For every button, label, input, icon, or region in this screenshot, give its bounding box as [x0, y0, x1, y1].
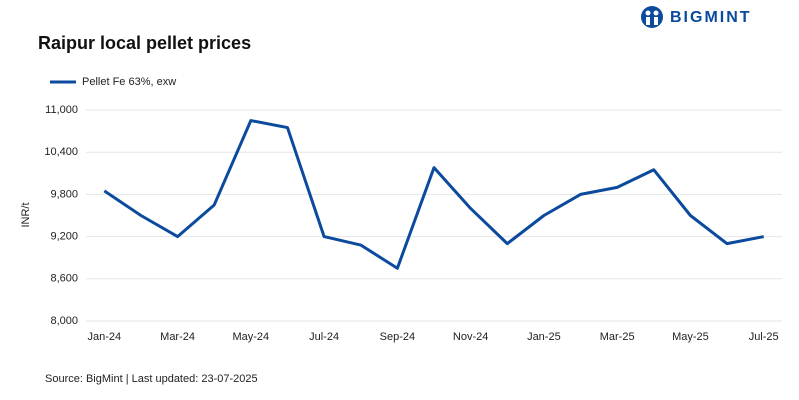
- y-tick-label: 10,400: [44, 146, 78, 158]
- x-tick-label: Mar-24: [160, 331, 195, 343]
- y-tick-label: 8,000: [50, 315, 78, 327]
- x-tick-label: Jan-24: [87, 331, 121, 343]
- line-series: [103, 119, 764, 270]
- legend-label: Pellet Fe 63%, exw: [82, 76, 176, 88]
- brand: BIGMINT: [670, 9, 752, 26]
- x-tick-label: May-25: [672, 331, 709, 343]
- x-tick-label: Sep-24: [380, 331, 415, 343]
- y-tick-label: 9,800: [50, 188, 78, 200]
- chart-title: Raipur local pellet prices: [38, 33, 251, 53]
- logo: [641, 6, 663, 28]
- x-tick-label: Jan-25: [527, 331, 561, 343]
- x-tick-label: Jul-24: [309, 331, 339, 343]
- x-tick-label: Nov-24: [453, 331, 488, 343]
- y-tick-label: 11,000: [45, 104, 78, 116]
- x-tick-label: Mar-25: [600, 331, 635, 343]
- y-tick-label: 9,200: [50, 231, 78, 243]
- y-tick-label: 8,600: [50, 273, 78, 285]
- source: Source: BigMint | Last updated: 23-07-20…: [45, 373, 258, 385]
- y-axis-label: INR/t: [20, 202, 32, 227]
- x-tick-label: May-24: [232, 331, 269, 343]
- x-tick-label: Jul-25: [749, 331, 779, 343]
